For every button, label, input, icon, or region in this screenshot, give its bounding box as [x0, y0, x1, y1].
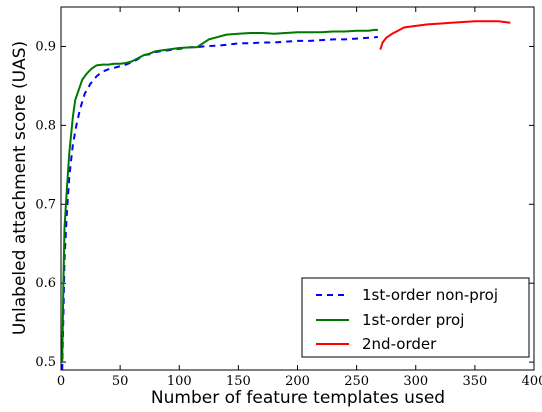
- x-tick-label: 150: [226, 374, 251, 389]
- y-tick-label: 0.5: [35, 355, 56, 370]
- series-group: [61, 20, 511, 370]
- y-tick-label: 0.7: [35, 197, 56, 212]
- y-axis-label: Unlabeled attachment score (UAS): [10, 41, 30, 335]
- legend-label-2nd-order: 2nd-order: [362, 335, 437, 353]
- series-line-2nd-order: [379, 20, 511, 50]
- series-line-1st-order-proj: [61, 28, 378, 363]
- x-tick-label: 250: [344, 374, 369, 389]
- y-tick-label: 0.6: [35, 276, 56, 291]
- y-tick-label: 0.8: [35, 118, 56, 133]
- legend-label-non-proj: 1st-order non-proj: [362, 286, 498, 304]
- legend: 1st-order non-proj 1st-order proj 2nd-or…: [301, 277, 530, 358]
- x-tick-label: 400: [522, 374, 542, 389]
- x-tick-label: 350: [462, 374, 487, 389]
- x-tick-label: 0: [57, 374, 65, 389]
- x-axis-label: Number of feature templates used: [151, 388, 445, 408]
- x-tick-label: 100: [167, 374, 192, 389]
- axis-ticks: 0 50 100 150 200 250 300 350 400 0.5 0.6 0.7 0.8 0.9: [35, 7, 542, 389]
- x-tick-label: 200: [285, 374, 310, 389]
- legend-label-proj: 1st-order proj: [362, 311, 464, 329]
- x-tick-label: 50: [112, 374, 129, 389]
- y-tick-label: 0.9: [35, 39, 56, 54]
- x-tick-label: 300: [403, 374, 428, 389]
